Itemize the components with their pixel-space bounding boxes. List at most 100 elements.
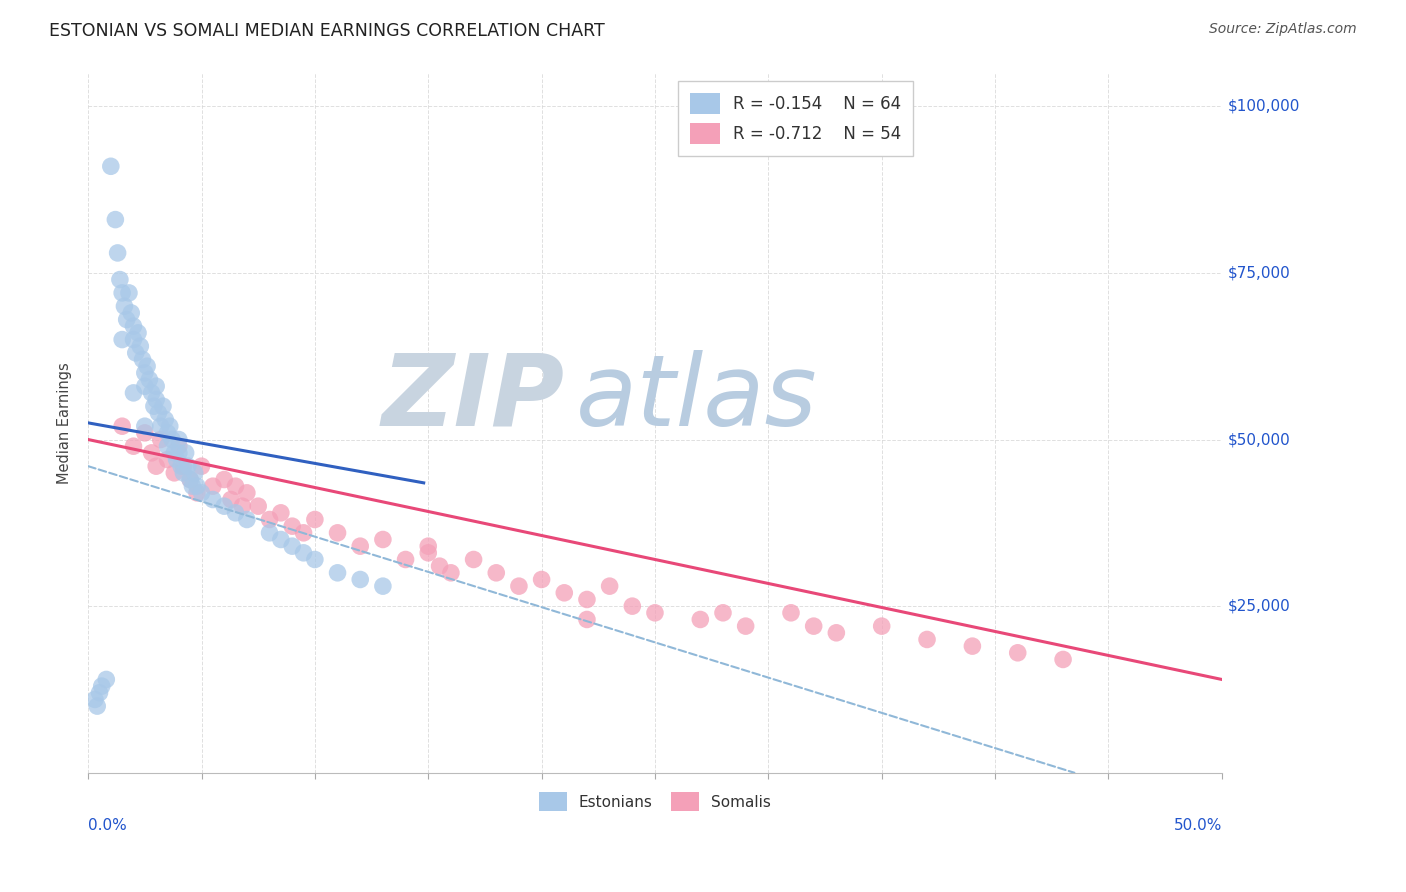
Text: ESTONIAN VS SOMALI MEDIAN EARNINGS CORRELATION CHART: ESTONIAN VS SOMALI MEDIAN EARNINGS CORRE… xyxy=(49,22,605,40)
Point xyxy=(349,539,371,553)
Point xyxy=(292,525,315,540)
Point xyxy=(141,385,163,400)
Point xyxy=(190,459,212,474)
Point xyxy=(163,466,186,480)
Point xyxy=(304,552,326,566)
Point xyxy=(84,692,107,706)
Point xyxy=(120,306,142,320)
Point xyxy=(259,512,281,526)
Point xyxy=(281,539,304,553)
Point xyxy=(129,339,152,353)
Text: 0.0%: 0.0% xyxy=(89,818,127,833)
Point xyxy=(270,506,292,520)
Point xyxy=(177,459,200,474)
Point xyxy=(155,412,177,426)
Point xyxy=(86,699,108,714)
Point xyxy=(134,379,156,393)
Point xyxy=(530,573,553,587)
Point xyxy=(201,492,224,507)
Point xyxy=(122,319,145,334)
Text: $50,000: $50,000 xyxy=(1227,432,1291,447)
Point xyxy=(225,506,247,520)
Point xyxy=(145,392,167,407)
Point xyxy=(418,546,440,560)
Point xyxy=(304,512,326,526)
Point xyxy=(644,606,666,620)
Point xyxy=(418,539,440,553)
Point xyxy=(111,419,134,434)
Point xyxy=(89,686,111,700)
Point xyxy=(172,459,194,474)
Point xyxy=(1007,646,1029,660)
Point xyxy=(236,486,259,500)
Point xyxy=(125,346,148,360)
Point xyxy=(145,459,167,474)
Point xyxy=(212,473,235,487)
Point xyxy=(160,433,183,447)
Point xyxy=(111,285,134,300)
Point xyxy=(112,299,135,313)
Point xyxy=(780,606,803,620)
Point xyxy=(172,466,194,480)
Text: $100,000: $100,000 xyxy=(1227,99,1299,114)
Point xyxy=(575,612,598,626)
Point xyxy=(122,439,145,453)
Point xyxy=(711,606,734,620)
Point xyxy=(247,499,270,513)
Point xyxy=(371,533,394,547)
Point xyxy=(134,419,156,434)
Point xyxy=(96,673,118,687)
Point xyxy=(148,406,170,420)
Point xyxy=(167,433,190,447)
Point xyxy=(127,326,149,340)
Point xyxy=(122,385,145,400)
Text: $75,000: $75,000 xyxy=(1227,266,1291,280)
Point xyxy=(689,612,711,626)
Point xyxy=(270,533,292,547)
Point xyxy=(115,312,138,326)
Point xyxy=(231,499,253,513)
Point xyxy=(508,579,530,593)
Point xyxy=(292,546,315,560)
Point xyxy=(179,473,201,487)
Point xyxy=(136,359,159,374)
Point xyxy=(111,333,134,347)
Point xyxy=(170,459,193,474)
Text: Source: ZipAtlas.com: Source: ZipAtlas.com xyxy=(1209,22,1357,37)
Point xyxy=(734,619,756,633)
Point xyxy=(394,552,416,566)
Point xyxy=(181,479,204,493)
Point xyxy=(440,566,463,580)
Point xyxy=(90,679,112,693)
Point xyxy=(118,285,141,300)
Point xyxy=(621,599,644,614)
Point xyxy=(131,352,153,367)
Point xyxy=(962,639,984,653)
Point xyxy=(349,573,371,587)
Point xyxy=(174,446,197,460)
Point xyxy=(156,425,179,440)
Point xyxy=(156,452,179,467)
Point xyxy=(186,479,208,493)
Point xyxy=(326,525,349,540)
Point xyxy=(183,466,205,480)
Point xyxy=(225,479,247,493)
Point xyxy=(825,625,848,640)
Point xyxy=(186,486,208,500)
Point xyxy=(219,492,242,507)
Point xyxy=(159,419,181,434)
Text: atlas: atlas xyxy=(575,350,817,447)
Point xyxy=(152,399,174,413)
Point xyxy=(167,446,190,460)
Point xyxy=(142,399,165,413)
Point xyxy=(149,433,172,447)
Point xyxy=(326,566,349,580)
Point xyxy=(134,366,156,380)
Point xyxy=(108,272,131,286)
Point xyxy=(870,619,893,633)
Point xyxy=(141,446,163,460)
Point xyxy=(553,586,575,600)
Point xyxy=(107,246,129,260)
Point xyxy=(281,519,304,533)
Point xyxy=(259,525,281,540)
